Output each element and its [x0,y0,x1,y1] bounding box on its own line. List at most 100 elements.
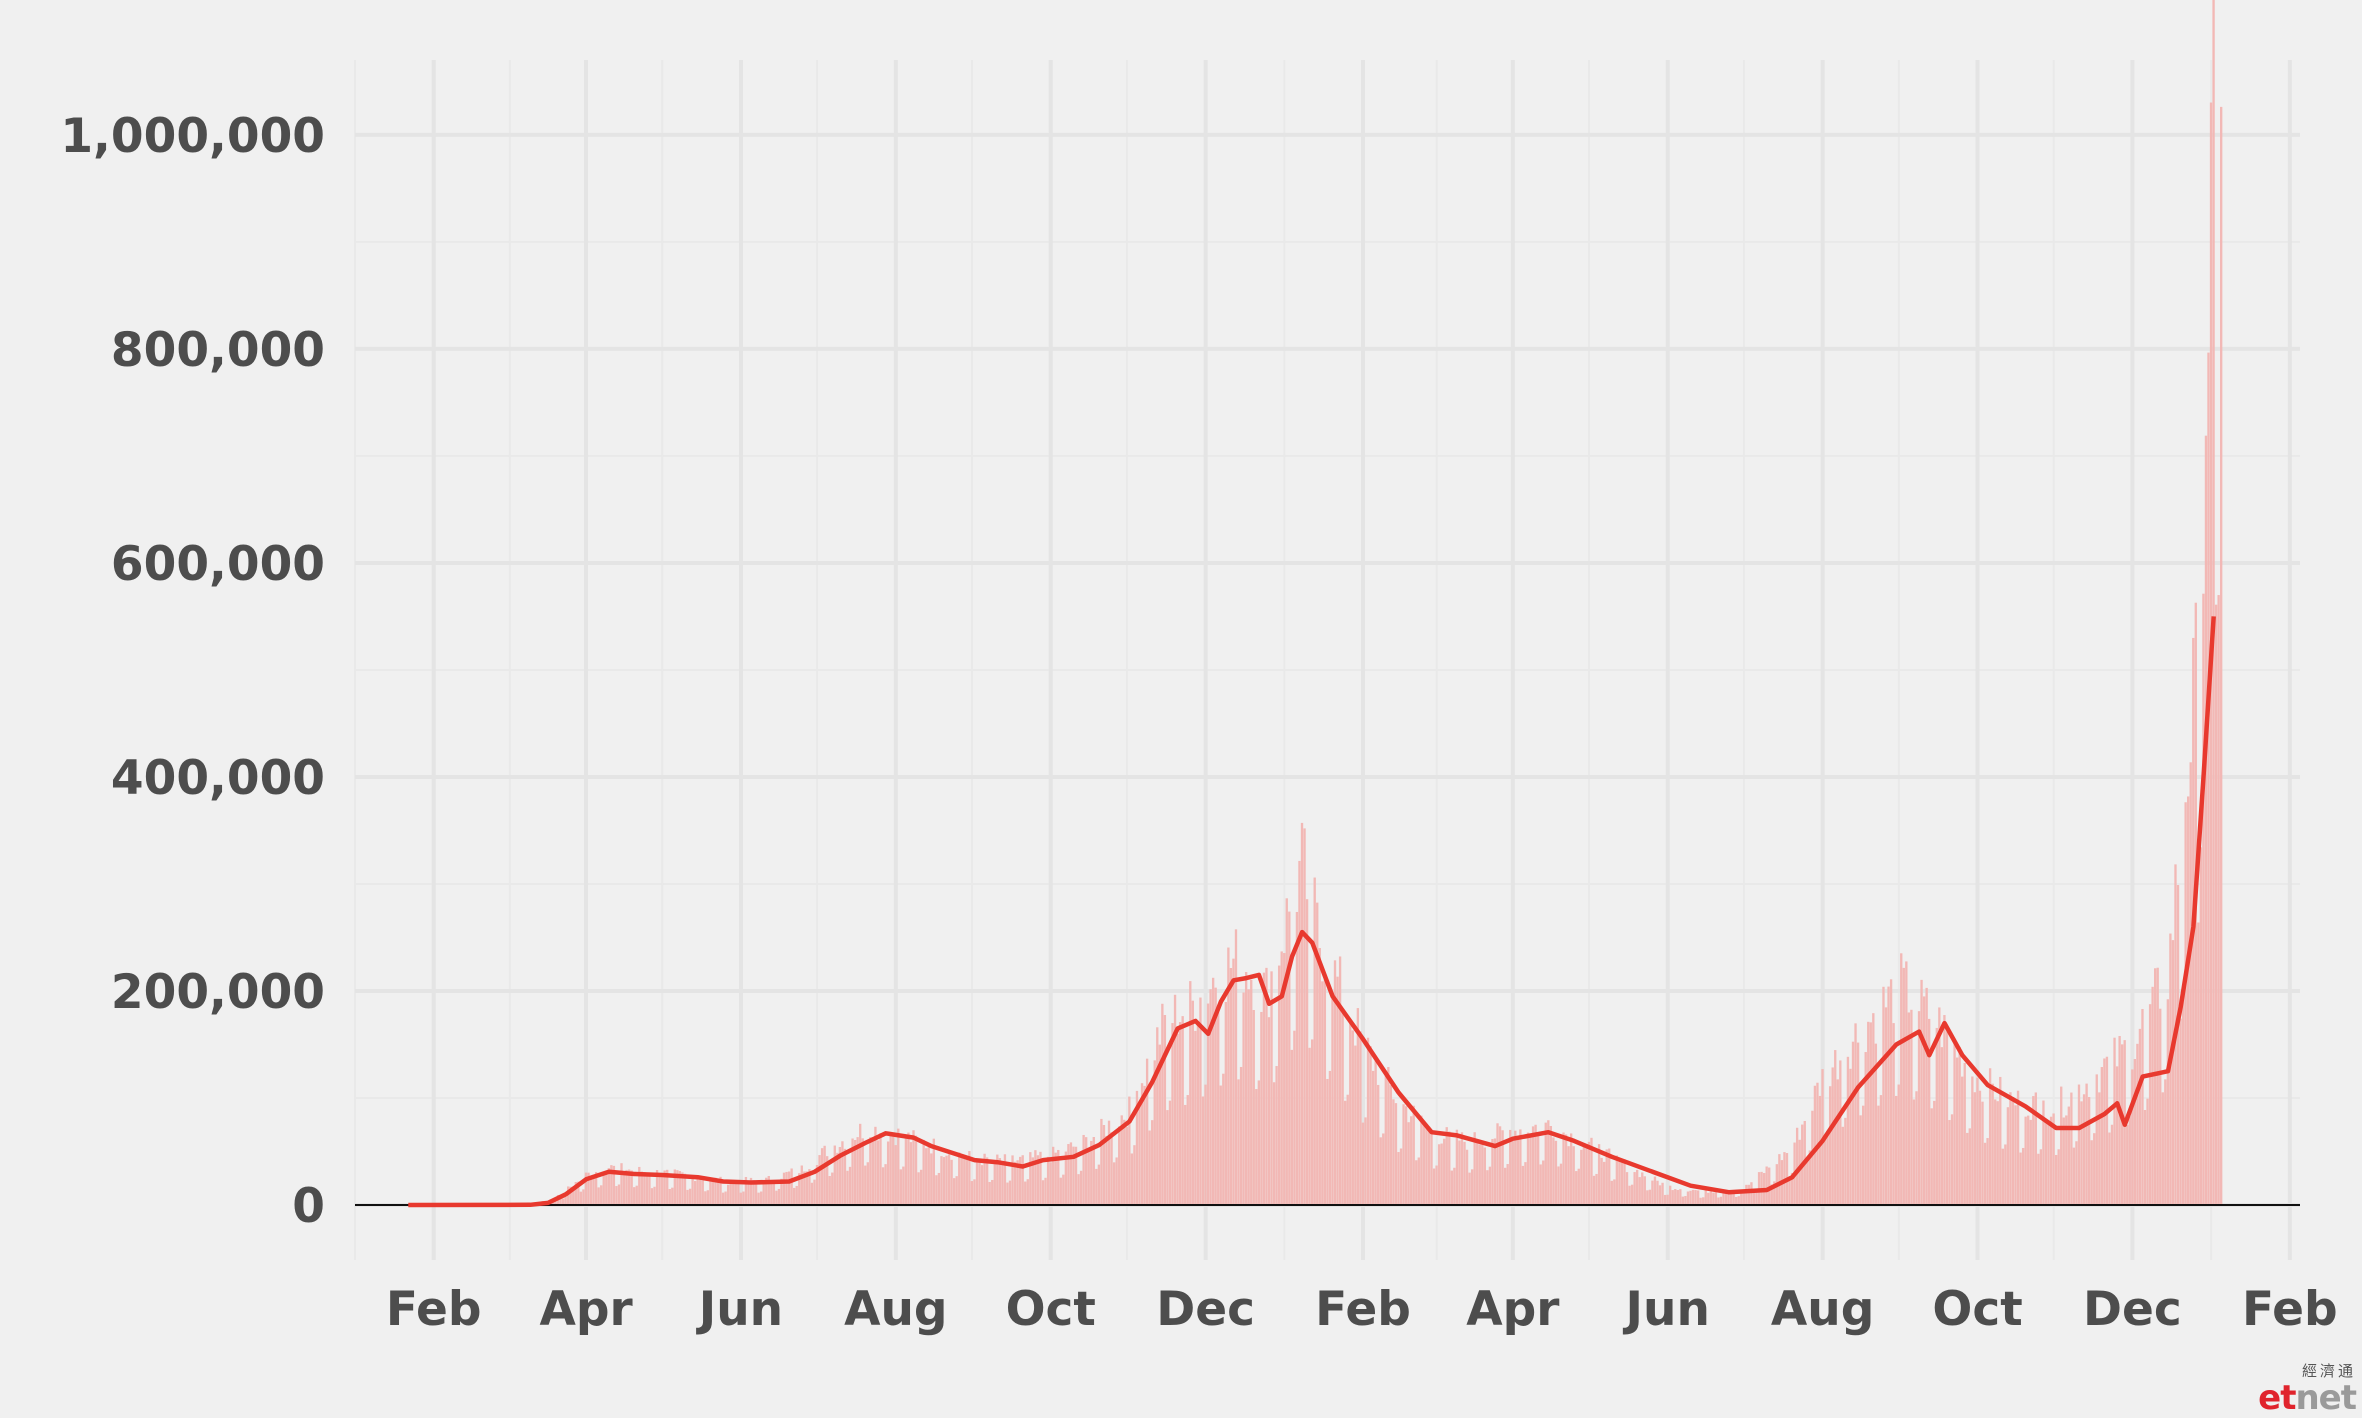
daily-bar [1573,1146,1575,1205]
daily-bar [1052,1147,1054,1205]
daily-bar [2172,940,2174,1205]
daily-bar [1164,1015,1166,1205]
daily-bar [2118,1036,2120,1205]
daily-bar [1123,1120,1125,1205]
y-tick-label: 0 [292,1179,325,1234]
daily-bar [1842,1127,1844,1205]
daily-bar [1575,1171,1577,1205]
daily-bar [1697,1190,1699,1205]
daily-bar [1204,1085,1206,1205]
x-tick-label: Jun [696,1282,783,1337]
daily-bar [1862,1106,1864,1205]
daily-bar [1948,1120,1950,1205]
daily-bar [940,1156,942,1205]
logo-et: et [2258,1378,2295,1418]
daily-bar [1245,972,1247,1205]
daily-bar [2167,999,2169,1205]
daily-bar [1583,1147,1585,1205]
daily-bar [1852,1042,1854,1205]
daily-bar [1872,1013,1874,1205]
daily-bar [1720,1197,1722,1205]
daily-bar [790,1168,792,1205]
daily-bar [643,1172,645,1205]
daily-bar [1933,1101,1935,1205]
daily-bar [592,1175,594,1205]
daily-bar [605,1173,607,1205]
daily-bar [1674,1189,1676,1205]
daily-bar [1377,1085,1379,1205]
daily-bar [694,1181,696,1205]
daily-bar [1443,1139,1445,1205]
daily-bar [869,1137,871,1205]
daily-bar [1880,1095,1882,1205]
daily-bar [1362,1123,1364,1205]
daily-bar [724,1192,726,1205]
daily-bar [1286,898,1288,1205]
daily-bar [1374,1061,1376,1205]
daily-bar [1943,1015,1945,1205]
daily-bar [1956,1058,1958,1205]
daily-bar [1659,1185,1661,1205]
daily-bar [1641,1172,1643,1205]
daily-bar [1273,1082,1275,1205]
daily-bar [1633,1172,1635,1205]
daily-bar [2022,1148,2024,1205]
daily-bar [1456,1130,1458,1205]
daily-bar [1098,1165,1100,1205]
y-tick-label: 1,000,000 [60,109,325,164]
daily-bar [1567,1146,1569,1205]
daily-bar [1905,961,1907,1205]
daily-bar [1796,1128,1798,1205]
daily-bar [1557,1166,1559,1205]
daily-bar [829,1176,831,1205]
daily-bar [844,1149,846,1205]
daily-bar [1849,1069,1851,1205]
daily-bar [1321,981,1323,1205]
daily-bar [1166,1110,1168,1205]
daily-bar [1964,1063,1966,1205]
daily-bar [1372,1071,1374,1205]
daily-bar [1819,1096,1821,1205]
daily-bar [989,1182,991,1205]
daily-bar [1689,1191,1691,1205]
daily-bar [2083,1094,2085,1205]
daily-bar [1890,979,1892,1205]
daily-bar [2202,594,2204,1205]
daily-bar [1984,1143,1986,1205]
daily-bar [928,1147,930,1205]
daily-bar [1392,1099,1394,1205]
daily-bar [1428,1126,1430,1205]
daily-bar [1293,1031,1295,1205]
daily-bar [1603,1162,1605,1205]
daily-bar [651,1188,653,1205]
daily-bar [1202,1096,1204,1205]
daily-bar [966,1156,968,1205]
daily-bar [999,1158,1001,1205]
daily-bar [1745,1185,1747,1205]
daily-bar [1578,1169,1580,1205]
daily-bar [2088,1097,2090,1205]
daily-bar [2002,1149,2004,1205]
daily-bar [1415,1160,1417,1205]
daily-bar [943,1157,945,1205]
daily-bar [2179,1019,2181,1205]
daily-bar [1997,1101,1999,1205]
daily-bar [1359,1031,1361,1205]
daily-bar [618,1184,620,1205]
daily-bar [2103,1058,2105,1205]
daily-bar [1847,1057,1849,1205]
daily-bar [841,1141,843,1205]
x-tick-label: Feb [386,1282,482,1337]
daily-bar [1705,1189,1707,1205]
daily-bar [636,1186,638,1205]
x-tick-label: Apr [1466,1282,1560,1337]
daily-bar [1009,1181,1011,1205]
daily-bar [2078,1085,2080,1205]
daily-bar [930,1153,932,1205]
daily-bar [1270,971,1272,1205]
daily-bar [2040,1149,2042,1205]
daily-bar [2113,1038,2115,1205]
daily-bar [1826,1131,1828,1205]
daily-bar [1103,1125,1105,1205]
daily-bar [2009,1092,2011,1205]
